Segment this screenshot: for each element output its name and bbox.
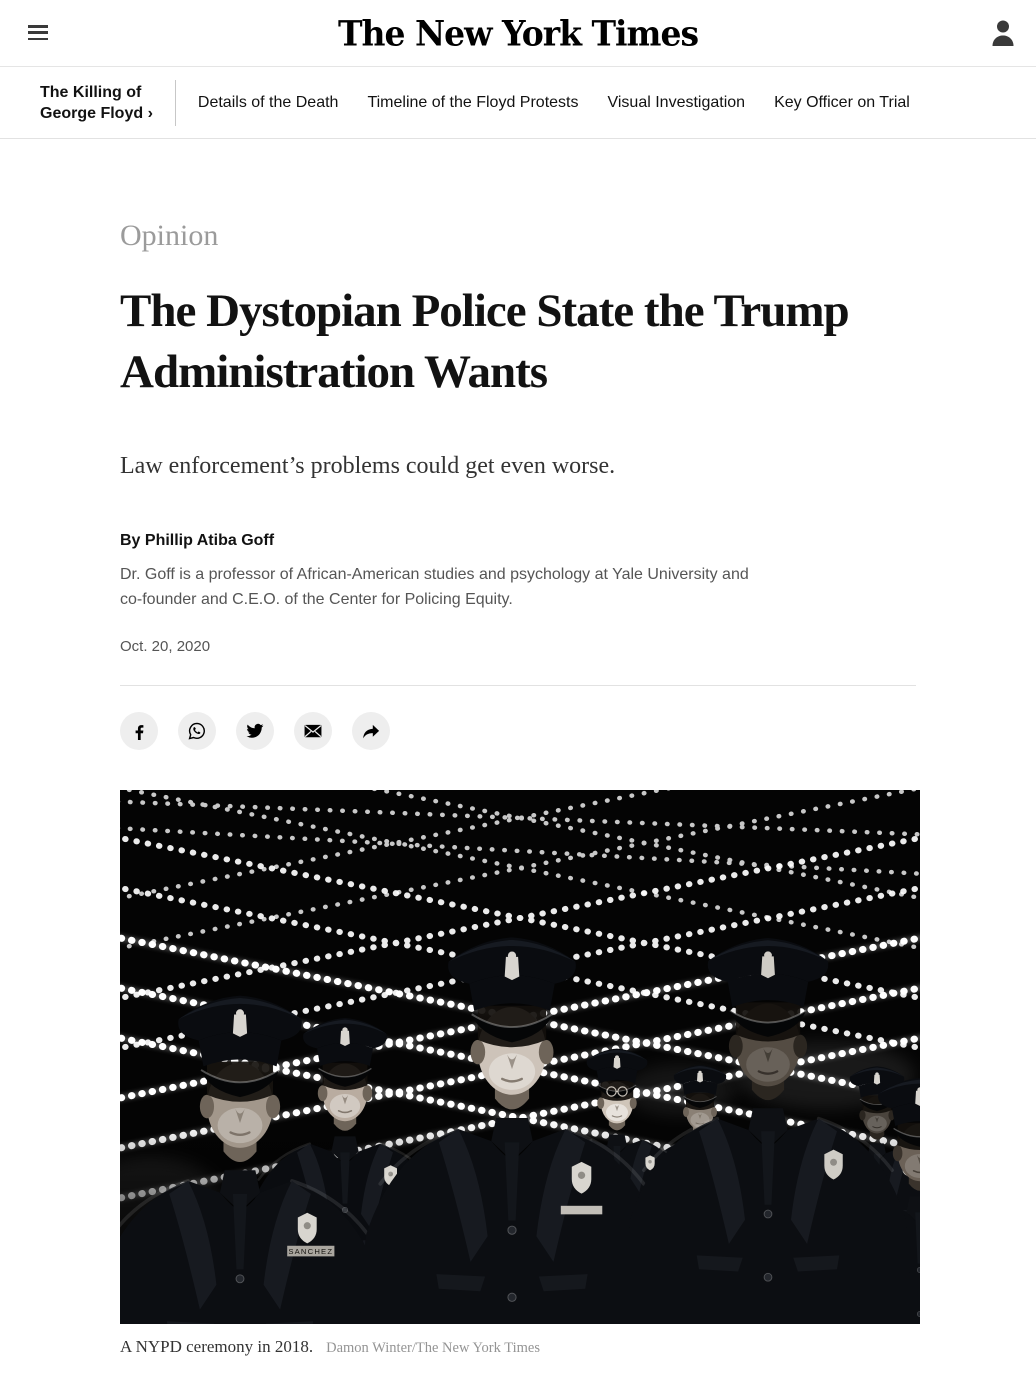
kicker-opinion: Opinion <box>120 219 219 252</box>
officers-back-row <box>238 1016 920 1324</box>
section-title-line1: The Killing of <box>40 83 142 101</box>
section-title-link[interactable]: The Killing of George Floyd › <box>40 82 153 124</box>
facebook-icon <box>135 724 143 740</box>
author-bio: Dr. Goff is a professor of African-Ameri… <box>120 566 749 608</box>
twitter-icon <box>246 723 264 738</box>
glasses-icon <box>606 1086 628 1097</box>
divider-rule <box>120 685 916 686</box>
article: Opinion The Dystopian Police State the T… <box>0 219 1036 1357</box>
share-arrow-icon <box>363 724 380 738</box>
chevron-right-icon: › <box>147 104 153 122</box>
caption-credit: Damon Winter/The New York Times <box>326 1340 540 1356</box>
share-email-button[interactable] <box>294 712 332 750</box>
section-nav-links: Details of the Death Timeline of the Flo… <box>198 94 910 112</box>
section-title-line2: George Floyd <box>40 104 144 122</box>
byline: By Phillip Atiba Goff <box>120 532 275 549</box>
nav-link-visual-investigation[interactable]: Visual Investigation <box>607 93 746 111</box>
officer-center-name-plate <box>560 1205 603 1215</box>
caption-text: A NYPD ceremony in 2018. <box>120 1337 314 1356</box>
menu-button[interactable] <box>28 23 48 42</box>
account-button[interactable] <box>990 18 1016 48</box>
share-whatsapp-button[interactable] <box>178 712 216 750</box>
share-bar <box>120 712 916 750</box>
top-header: The New York Times <box>0 0 1036 67</box>
share-more-button[interactable] <box>352 712 390 750</box>
name-tag-text: SANCHEZ <box>288 1247 333 1256</box>
nyt-masthead-logo[interactable]: The New York Times <box>337 12 699 54</box>
nav-link-timeline[interactable]: Timeline of the Floyd Protests <box>367 93 579 111</box>
nav-divider <box>174 79 176 126</box>
officer-left-name-tag: SANCHEZ <box>287 1245 335 1257</box>
whatsapp-icon <box>188 722 205 740</box>
article-summary: Law enforcement’s problems could get eve… <box>120 453 616 479</box>
photo-caption: A NYPD ceremony in 2018. Damon Winter/Th… <box>120 1337 916 1357</box>
share-twitter-button[interactable] <box>236 712 274 750</box>
hamburger-icon <box>28 25 48 28</box>
nav-link-key-officer-on-trial[interactable]: Key Officer on Trial <box>774 93 910 111</box>
share-facebook-button[interactable] <box>120 712 158 750</box>
person-icon <box>992 20 1014 46</box>
email-icon <box>304 724 322 738</box>
article-photo: SANCHEZ <box>120 790 920 1324</box>
officers-front-row: SANCHEZ <box>120 935 920 1324</box>
publish-date: Oct. 20, 2020 <box>120 638 211 655</box>
article-headline: The Dystopian Police State the Trump Adm… <box>120 285 850 398</box>
nav-link-details-of-the-death[interactable]: Details of the Death <box>197 93 339 111</box>
article-figure: SANCHEZ A NYPD ceremony in 2018. Damon W… <box>120 790 920 1357</box>
section-nav: The Killing of George Floyd › Details of… <box>0 67 1036 139</box>
